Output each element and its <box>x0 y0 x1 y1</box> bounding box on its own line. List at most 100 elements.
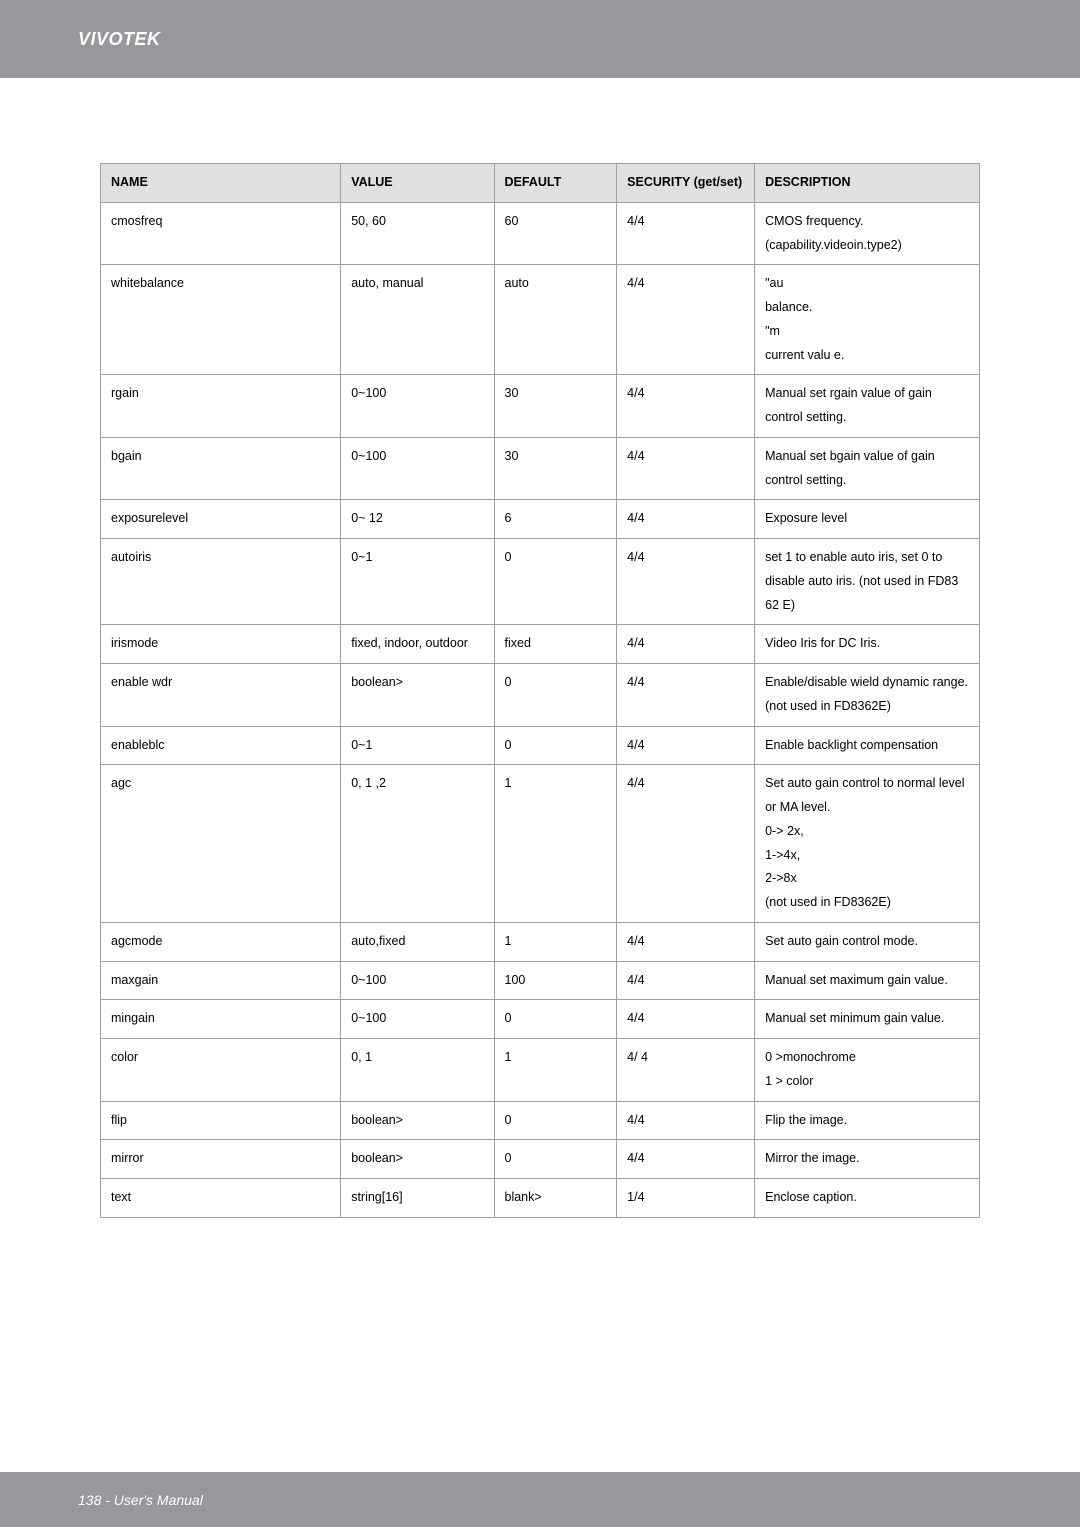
cell-value: 0, 1 <box>341 1039 494 1102</box>
header-bar: VIVOTEK <box>0 0 1080 78</box>
cell-security: 4/4 <box>617 500 755 539</box>
cell-default: 0 <box>494 1101 617 1140</box>
cell-security: 4/4 <box>617 265 755 375</box>
table-row: agcmodeauto,fixed14/4Set auto gain contr… <box>101 922 980 961</box>
cell-default: 30 <box>494 437 617 500</box>
cell-name: whitebalance <box>101 265 341 375</box>
cell-security: 4/4 <box>617 664 755 727</box>
cell-value: string[16] <box>341 1179 494 1218</box>
cell-description: Set auto gain control mode. <box>755 922 980 961</box>
cell-description: Enclose caption. <box>755 1179 980 1218</box>
cell-description: Set auto gain control to normal level or… <box>755 765 980 923</box>
cell-description: 0 >monochrome1 > color <box>755 1039 980 1102</box>
table-row: enableblc0~104/4Enable backlight compens… <box>101 726 980 765</box>
cell-security: 4/4 <box>617 765 755 923</box>
cell-name: mingain <box>101 1000 341 1039</box>
cell-default: auto <box>494 265 617 375</box>
cell-description: Manual set bgain value of gain control s… <box>755 437 980 500</box>
cell-default: 0 <box>494 1140 617 1179</box>
cell-default: 1 <box>494 1039 617 1102</box>
cell-description: CMOS frequency. (capability.videoin.type… <box>755 202 980 265</box>
cell-security: 4/4 <box>617 1140 755 1179</box>
cell-name: agc <box>101 765 341 923</box>
cell-value: boolean> <box>341 664 494 727</box>
cell-value: 0~100 <box>341 375 494 438</box>
cell-security: 4/4 <box>617 437 755 500</box>
cell-default: 0 <box>494 1000 617 1039</box>
cell-security: 4/ 4 <box>617 1039 755 1102</box>
table-row: rgain0~100304/4Manual set rgain value of… <box>101 375 980 438</box>
cell-description: "aubalance."mcurrent valu e. <box>755 265 980 375</box>
cell-default: 0 <box>494 539 617 625</box>
cell-value: 50, 60 <box>341 202 494 265</box>
cell-name: rgain <box>101 375 341 438</box>
cell-security: 4/4 <box>617 625 755 664</box>
cell-security: 4/4 <box>617 539 755 625</box>
table-row: enable wdrboolean>04/4Enable/disable wie… <box>101 664 980 727</box>
cell-description: Flip the image. <box>755 1101 980 1140</box>
table-row: color0, 114/ 40 >monochrome1 > color <box>101 1039 980 1102</box>
cell-name: exposurelevel <box>101 500 341 539</box>
table-row: irismodefixed, indoor, outdoorfixed4/4Vi… <box>101 625 980 664</box>
params-table: NAME VALUE DEFAULT SECURITY (get/set) DE… <box>100 163 980 1218</box>
cell-value: boolean> <box>341 1101 494 1140</box>
cell-value: 0~1 <box>341 726 494 765</box>
cell-name: cmosfreq <box>101 202 341 265</box>
cell-default: 60 <box>494 202 617 265</box>
header-description: DESCRIPTION <box>755 164 980 203</box>
cell-value: 0~100 <box>341 437 494 500</box>
cell-name: maxgain <box>101 961 341 1000</box>
table-row: textstring[16]blank>1/4Enclose caption. <box>101 1179 980 1218</box>
footer-bar: 138 - User's Manual <box>0 1472 1080 1527</box>
cell-security: 4/4 <box>617 202 755 265</box>
table-row: mingain0~10004/4Manual set minimum gain … <box>101 1000 980 1039</box>
content-area: NAME VALUE DEFAULT SECURITY (get/set) DE… <box>0 78 1080 1258</box>
table-header-row: NAME VALUE DEFAULT SECURITY (get/set) DE… <box>101 164 980 203</box>
cell-value: 0~1 <box>341 539 494 625</box>
cell-value: 0~100 <box>341 1000 494 1039</box>
cell-default: fixed <box>494 625 617 664</box>
table-row: cmosfreq50, 60604/4CMOS frequency. (capa… <box>101 202 980 265</box>
table-row: whitebalanceauto, manualauto4/4"aubalanc… <box>101 265 980 375</box>
cell-value: auto,fixed <box>341 922 494 961</box>
cell-description: Enable/disable wield dynamic range. (not… <box>755 664 980 727</box>
cell-value: auto, manual <box>341 265 494 375</box>
cell-description: set 1 to enable auto iris, set 0 to disa… <box>755 539 980 625</box>
header-security: SECURITY (get/set) <box>617 164 755 203</box>
cell-value: 0, 1 ,2 <box>341 765 494 923</box>
cell-security: 4/4 <box>617 375 755 438</box>
cell-description: Enable backlight compensation <box>755 726 980 765</box>
header-name: NAME <box>101 164 341 203</box>
cell-default: 0 <box>494 726 617 765</box>
cell-name: mirror <box>101 1140 341 1179</box>
cell-security: 4/4 <box>617 1000 755 1039</box>
cell-value: fixed, indoor, outdoor <box>341 625 494 664</box>
cell-default: 0 <box>494 664 617 727</box>
cell-default: 6 <box>494 500 617 539</box>
table-row: maxgain0~1001004/4Manual set maximum gai… <box>101 961 980 1000</box>
header-value: VALUE <box>341 164 494 203</box>
brand-text: VIVOTEK <box>78 29 161 50</box>
cell-default: 1 <box>494 922 617 961</box>
cell-security: 4/4 <box>617 922 755 961</box>
table-row: agc0, 1 ,214/4Set auto gain control to n… <box>101 765 980 923</box>
cell-name: enable wdr <box>101 664 341 727</box>
table-row: autoiris0~104/4set 1 to enable auto iris… <box>101 539 980 625</box>
cell-description: Video Iris for DC Iris. <box>755 625 980 664</box>
cell-description: Manual set rgain value of gain control s… <box>755 375 980 438</box>
cell-name: text <box>101 1179 341 1218</box>
header-default: DEFAULT <box>494 164 617 203</box>
cell-value: boolean> <box>341 1140 494 1179</box>
cell-name: autoiris <box>101 539 341 625</box>
cell-value: 0~ 12 <box>341 500 494 539</box>
cell-default: blank> <box>494 1179 617 1218</box>
table-row: mirrorboolean>04/4Mirror the image. <box>101 1140 980 1179</box>
cell-default: 1 <box>494 765 617 923</box>
footer-text: 138 - User's Manual <box>78 1492 203 1508</box>
cell-name: enableblc <box>101 726 341 765</box>
cell-description: Manual set minimum gain value. <box>755 1000 980 1039</box>
cell-default: 30 <box>494 375 617 438</box>
cell-security: 4/4 <box>617 1101 755 1140</box>
cell-security: 4/4 <box>617 961 755 1000</box>
cell-description: Mirror the image. <box>755 1140 980 1179</box>
